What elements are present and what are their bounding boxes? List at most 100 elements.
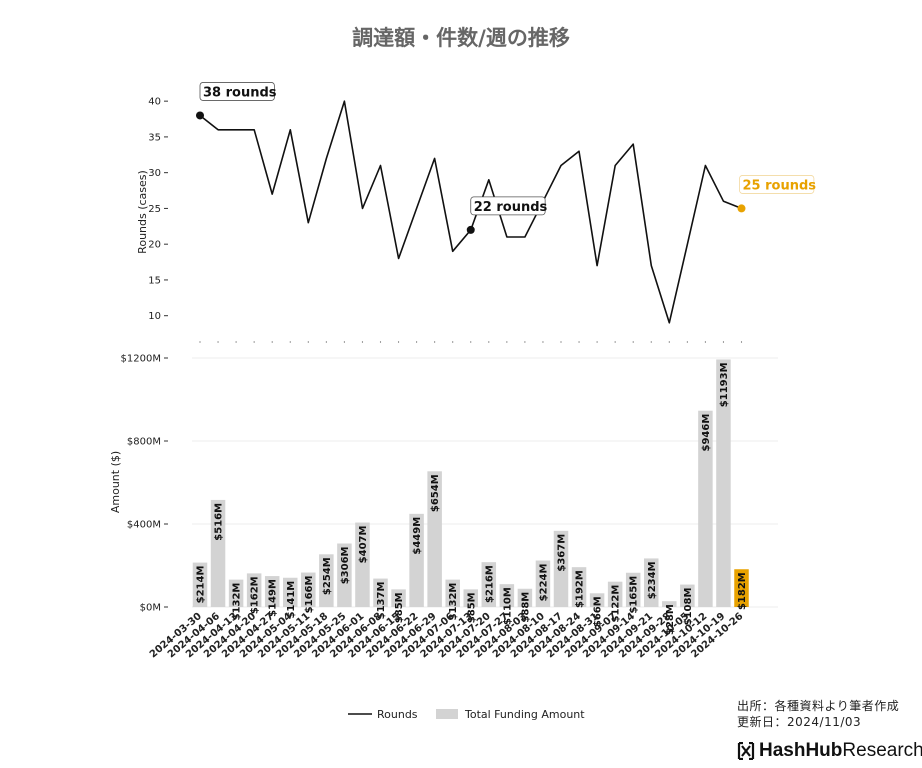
funding-bar-label: $516M <box>214 503 225 541</box>
x-tick-dot <box>271 341 273 343</box>
x-tick-dot <box>343 341 345 343</box>
rounds-axis-label: Rounds (cases) <box>136 170 149 254</box>
funding-bar <box>607 581 623 607</box>
chart-title: 調達額・件数/週の推移 <box>352 25 570 50</box>
x-tick-dot <box>650 341 652 343</box>
funding-bar-label: $88M <box>520 592 531 623</box>
funding-bar-label: $122M <box>611 585 622 623</box>
funding-bar <box>228 579 244 607</box>
funding-bar <box>625 572 641 607</box>
funding-bar <box>499 584 515 607</box>
funding-bar-label: $224M <box>538 563 549 601</box>
funding-bar-label: $192M <box>575 570 586 608</box>
funding-bar <box>463 589 478 607</box>
x-tick-dot <box>704 341 707 343</box>
brand-name-light: Research <box>842 740 922 761</box>
x-tick-dot <box>668 341 670 343</box>
funding-bar <box>535 560 551 607</box>
funding-bar <box>734 569 749 607</box>
funding-bar-label: $234M <box>647 561 658 599</box>
funding-bar <box>445 579 460 607</box>
funding-bar-label: $1193M <box>719 362 730 407</box>
legend: Rounds Total Funding Amount <box>348 708 585 721</box>
x-tick-dot <box>397 341 400 343</box>
funding-bar-label: $108M <box>683 588 694 626</box>
legend-bar-swatch <box>436 709 458 719</box>
amount-tick-label: $0M <box>140 603 161 614</box>
funding-bar <box>571 567 587 607</box>
funding-bar <box>319 554 334 607</box>
rounds-tick-label: 40 <box>148 97 161 108</box>
legend-rounds: Rounds <box>377 708 418 721</box>
funding-bar <box>391 589 406 607</box>
x-tick-dot <box>199 341 201 343</box>
amount-tick-label: $800M <box>127 437 161 448</box>
rounds-tick-label: 15 <box>148 275 161 286</box>
funding-bar <box>264 576 280 607</box>
funding-bar-label: $137M <box>376 582 387 620</box>
x-tick-dot <box>325 341 327 343</box>
x-tick-dot <box>578 341 580 343</box>
funding-bar <box>427 471 442 607</box>
hashhub-logo: HashHub Research <box>737 740 922 762</box>
rounds-tick-label: 25 <box>148 204 161 215</box>
amount-y-axis: $0M $400M $800M $1200M <box>121 354 778 614</box>
x-tick-dot <box>722 341 725 343</box>
x-tick-dot <box>434 341 436 343</box>
x-axis-labels: 2024-03-302024-04-062024-04-132024-04-20… <box>148 611 746 661</box>
funding-bar <box>662 601 677 607</box>
x-tick-dot <box>740 341 743 343</box>
x-tick-dot <box>524 341 526 343</box>
funding-bar <box>680 584 695 607</box>
x-tick-dot <box>379 341 382 343</box>
funding-bar-label: $28M <box>665 604 676 635</box>
funding-bar-labels: $214M $516M $132M $162M $149M $141M $166M $254M… <box>196 362 749 635</box>
x-tick-dot <box>632 341 634 343</box>
hashhub-logo-icon <box>737 742 755 760</box>
funding-bar-label: $132M <box>232 583 243 621</box>
funding-bar-label: $254M <box>322 557 333 595</box>
annotation-box <box>199 82 275 101</box>
annotation-point <box>466 225 475 234</box>
funding-bar <box>644 558 659 607</box>
funding-bar-label: $85M <box>394 592 405 623</box>
x-tick-dot <box>596 341 598 343</box>
annotation-box <box>739 175 815 194</box>
funding-bar <box>698 410 713 607</box>
funding-bar-label: $166M <box>304 576 315 614</box>
funding-bar <box>355 522 370 607</box>
source-text: 出所：各種資料より筆者作成 <box>737 699 900 713</box>
amount-tick-label: $1200M <box>121 354 161 365</box>
funding-bar-label: $946M <box>701 414 712 452</box>
funding-bar <box>210 499 226 607</box>
x-tick-dot <box>614 341 616 343</box>
funding-bar <box>409 513 424 607</box>
funding-bar-label: $132M <box>448 583 459 621</box>
funding-bar <box>589 593 605 607</box>
funding-bar-label: $165M <box>629 576 640 614</box>
x-tick-dot <box>542 341 544 343</box>
funding-bar <box>301 572 316 607</box>
x-tick-dot <box>416 341 418 343</box>
x-tick-dot <box>307 341 309 343</box>
brand-name-bold: HashHub <box>759 740 843 761</box>
funding-bar-label: $306M <box>340 546 351 584</box>
funding-bar <box>192 562 208 607</box>
funding-bar-label: $367M <box>557 534 568 572</box>
funding-bar <box>481 562 497 607</box>
rounds-tick-label: 30 <box>148 168 161 179</box>
amount-tick-label: $400M <box>127 520 161 531</box>
funding-bar-label: $449M <box>412 517 423 555</box>
funding-bar <box>373 578 388 607</box>
source-note: 出所：各種資料より筆者作成 更新日：2024/11/03 <box>737 698 899 730</box>
funding-bar-label: $110M <box>502 587 513 625</box>
funding-bar <box>283 577 298 607</box>
funding-bar-label: $214M <box>196 566 207 604</box>
funding-bar <box>517 588 533 607</box>
funding-bar <box>553 530 569 607</box>
x-tick-dot <box>506 341 508 343</box>
legend-funding: Total Funding Amount <box>464 708 585 721</box>
annotation-label: 22 rounds <box>474 200 548 215</box>
funding-bar-label: $182M <box>737 572 748 610</box>
rounds-tick-label: 35 <box>148 132 161 143</box>
